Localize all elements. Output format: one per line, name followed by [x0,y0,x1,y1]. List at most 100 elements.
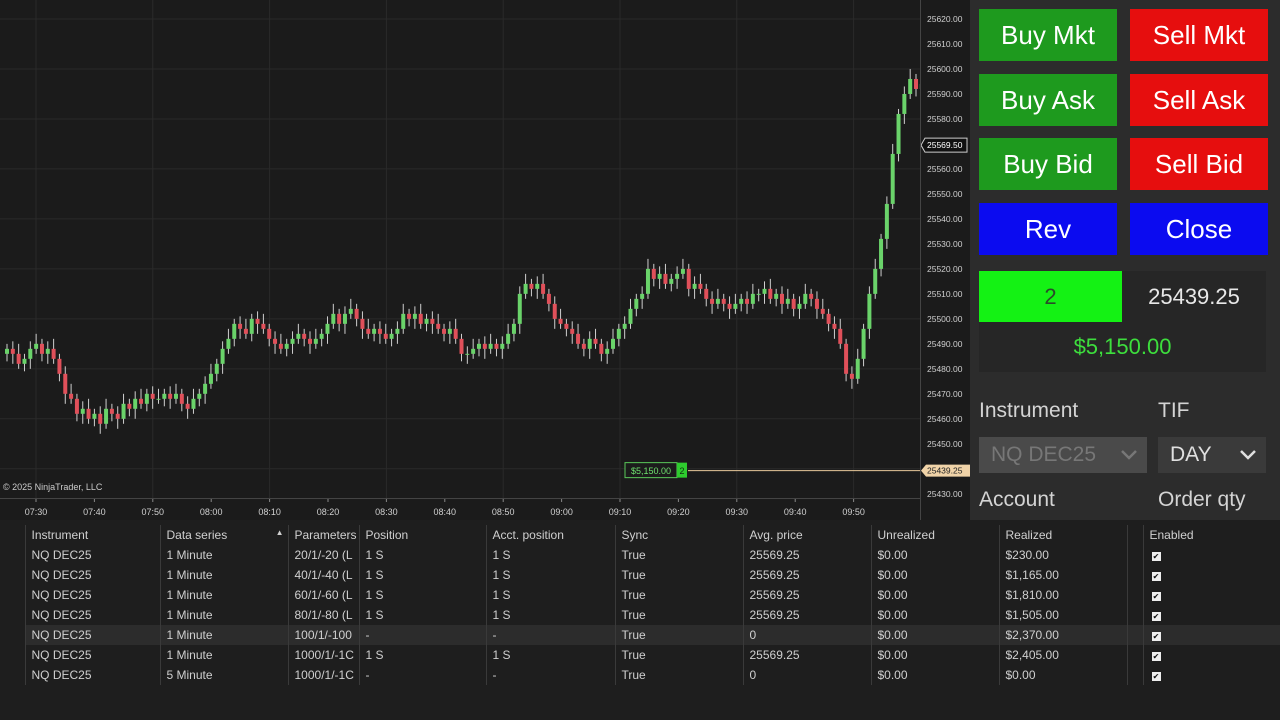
cell-avg-price: 0 [743,665,872,685]
candle-body [372,328,377,334]
candle-body [581,343,586,349]
column-header-parameters[interactable]: Parameters [288,525,360,545]
cell-instrument: NQ DEC25 [25,585,161,605]
price-axis[interactable]: 25620.00 25610.00 25600.00 25590.00 25580.00… [920,0,971,520]
close-position-button[interactable]: Close [1130,203,1268,255]
column-header-instrument[interactable]: Instrument [25,525,161,545]
candle-body [273,338,278,344]
last-price-marker [921,137,968,153]
tif-dropdown[interactable]: DAY [1158,437,1266,473]
enabled-checkbox[interactable]: ✔ [1151,672,1161,681]
enabled-checkbox[interactable]: ✔ [1151,612,1161,621]
table-row[interactable]: NQ DEC25 5 Minute 1000/1/-1C - - True 0 $0.00 $0… [0,665,1280,685]
time-axis[interactable]: 07:30 07:40 07:50 08:00 08:10 08:20 08:30 08:40… [0,498,920,521]
candle-body [529,283,534,289]
candle-body [424,318,429,324]
candle-body [173,393,178,399]
candle-body [791,298,796,309]
price-tick-label: 25490.00 [927,339,963,349]
cell-acct-position: - [486,665,616,685]
enabled-checkbox[interactable]: ✔ [1151,552,1161,561]
time-tick-label: 09:00 [550,507,573,517]
column-header-unrealized[interactable]: Unrealized [871,525,1000,545]
candle-body [785,298,790,304]
column-header-acct-position[interactable]: Acct. position [486,525,616,545]
candle-body [692,283,697,289]
candle-body [884,203,889,239]
candle-body [546,293,551,304]
sell-bid-button[interactable]: Sell Bid [1130,138,1268,190]
candle-body [5,348,9,354]
sort-ascending-icon: ▲ [275,528,284,537]
cell-realized: $230.00 [999,545,1128,565]
enabled-checkbox[interactable]: ✔ [1151,652,1161,661]
candle-body [733,303,738,309]
column-header-data-series[interactable]: Data series ▲ [160,525,289,545]
cell-data-series: 5 Minute [160,665,289,685]
buy-market-button[interactable]: Buy Mkt [979,9,1117,61]
column-header-avg-price[interactable]: Avg. price [743,525,872,545]
candle-body [680,268,685,274]
pnl-flag-qty-box [677,462,687,478]
candle-body [109,408,114,414]
candle-body [762,288,767,294]
cell-instrument: NQ DEC25 [25,565,161,585]
column-header-sync[interactable]: Sync [615,525,744,545]
candle-body [715,298,720,304]
candle-body [39,343,44,354]
cell-realized: $1,810.00 [999,585,1128,605]
buy-bid-button[interactable]: Buy Bid [979,138,1117,190]
sell-ask-button[interactable]: Sell Ask [1130,74,1268,126]
unrealized-pnl: $5,150.00 [979,322,1266,372]
cell-unrealized: $0.00 [871,645,1000,665]
candle-body [80,408,85,414]
cell-sync: True [615,665,744,685]
strategies-grid: Instrument Data series ▲ Parameters Posit… [0,520,1280,720]
cell-position: 1 S [359,585,487,605]
cell-position: - [359,665,487,685]
chevron-down-icon [1240,450,1256,460]
candle-body [902,93,907,114]
price-chart[interactable]: $5,150.00 2 © 2025 NinjaTrader, LLC [0,0,920,498]
cell-parameters: 20/1/-20 (L [288,545,360,565]
reverse-button[interactable]: Rev [979,203,1117,255]
cell-avg-price: 25569.25 [743,645,872,665]
price-tick-label: 25610.00 [927,39,963,49]
instrument-dropdown[interactable]: NQ DEC25 [979,437,1147,473]
enabled-checkbox[interactable]: ✔ [1151,592,1161,601]
column-header-enabled[interactable]: Enabled [1143,525,1280,545]
candle-body [698,283,703,289]
candle-body [220,348,225,364]
candle-body [69,393,74,399]
cell-position: 1 S [359,645,487,665]
sell-market-button[interactable]: Sell Mkt [1130,9,1268,61]
column-header-position[interactable]: Position [359,525,487,545]
buy-ask-button[interactable]: Buy Ask [979,74,1117,126]
cell-acct-position: - [486,625,616,645]
enabled-checkbox[interactable]: ✔ [1151,572,1161,581]
price-axis-labels: 25620.00 25610.00 25600.00 25590.00 25580.00… [921,14,971,499]
candle-body [914,78,919,89]
cell-acct-position: 1 S [486,585,616,605]
cell-position: 1 S [359,565,487,585]
enabled-checkbox[interactable]: ✔ [1151,632,1161,641]
cell-acct-position: 1 S [486,605,616,625]
column-header-realized[interactable]: Realized [999,525,1128,545]
candle-body [278,343,283,349]
cell-sync: True [615,545,744,565]
time-tick-label: 09:30 [726,507,749,517]
candle-body [768,288,773,299]
candle-body [727,303,732,309]
candle-body [476,343,481,349]
position-price-marker [921,464,971,477]
candle-body [838,328,843,344]
table-row[interactable]: NQ DEC25 1 Minute 100/1/-100- - True 0 $0.00 $2… [0,625,1280,645]
cell-parameters: 40/1/-40 (L [288,565,360,585]
cell-avg-price: 25569.25 [743,605,872,625]
candle-body [226,338,231,349]
